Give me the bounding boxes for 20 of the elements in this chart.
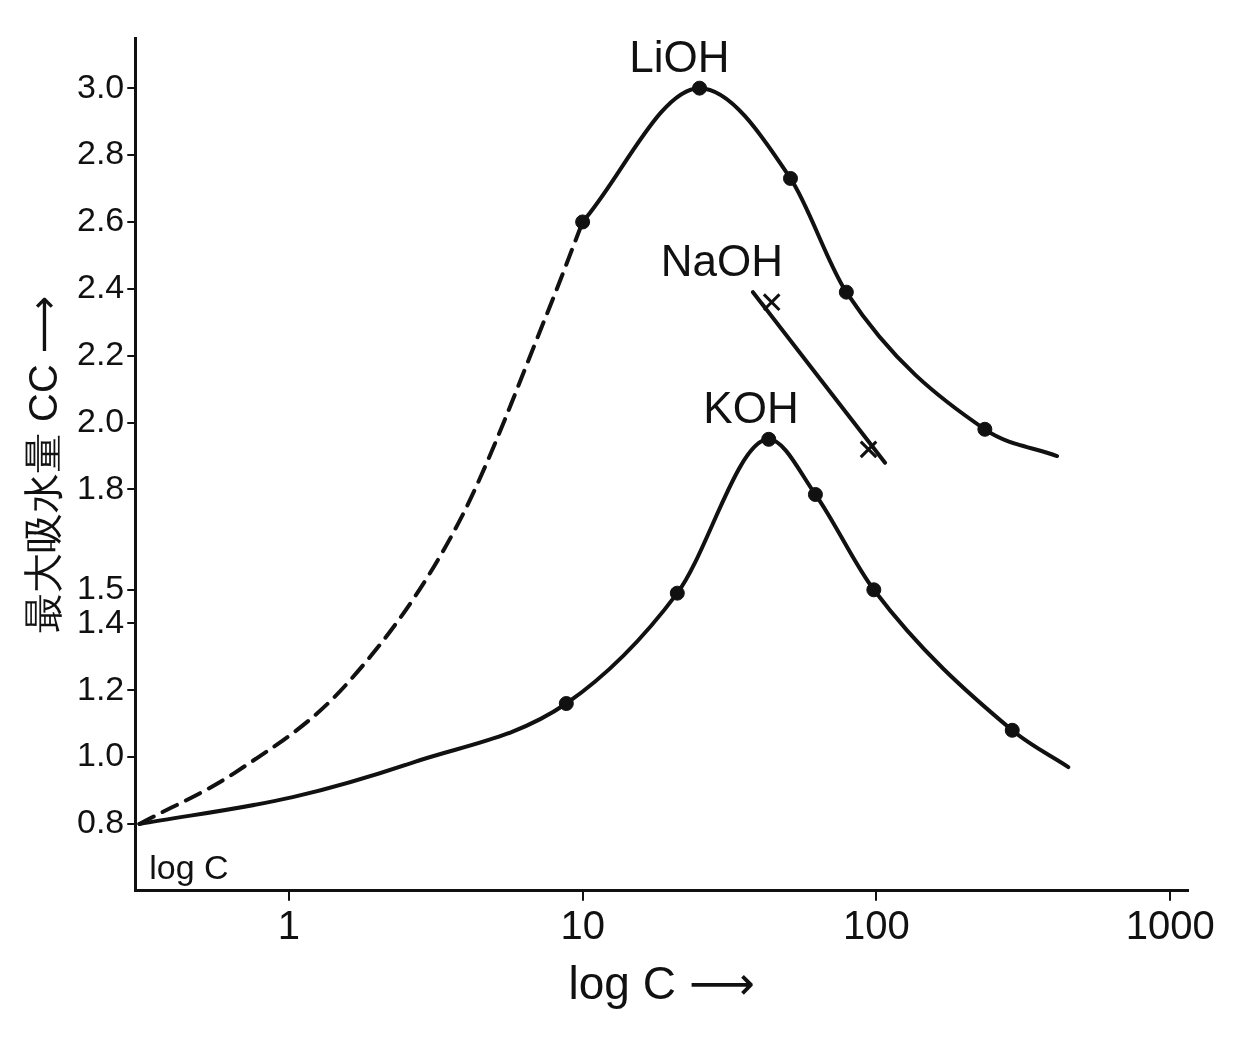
series-label: KOH <box>703 383 799 433</box>
x-axis-title: log C ⟶ <box>568 957 755 1010</box>
y-tick-label: 2.2 <box>77 334 125 373</box>
annotation: log C <box>149 848 229 887</box>
series-label: LiOH <box>629 32 730 82</box>
x-tick-label: 1 <box>277 902 300 947</box>
y-axis-title: 最大吸水量 CC ⟶ <box>21 295 66 634</box>
x-tick-label: 10 <box>560 902 605 947</box>
series-label: NaOH <box>660 236 783 286</box>
y-tick-label: 2.6 <box>77 200 125 239</box>
y-tick-label: 1.8 <box>77 467 125 506</box>
y-tick-label: 1.2 <box>77 668 125 707</box>
y-tick-label: 2.0 <box>77 400 125 439</box>
y-tick-label: 0.8 <box>77 802 125 841</box>
y-tick-label: 1.0 <box>77 735 125 774</box>
y-tick-label: 3.0 <box>77 66 125 105</box>
y-tick-label: 2.4 <box>77 267 125 306</box>
x-tick-label: 100 <box>843 902 910 947</box>
y-tick-label: 2.8 <box>77 133 125 172</box>
x-tick-label: 1000 <box>1125 902 1215 947</box>
